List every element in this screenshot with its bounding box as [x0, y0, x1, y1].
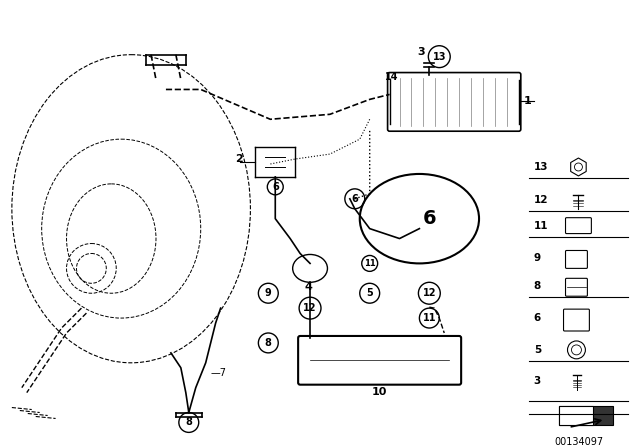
Text: 8: 8	[265, 338, 272, 348]
Text: 3: 3	[417, 47, 425, 56]
Text: 11: 11	[364, 259, 376, 268]
Text: 9: 9	[534, 254, 541, 263]
Text: 6: 6	[534, 313, 541, 323]
FancyBboxPatch shape	[559, 405, 593, 426]
FancyBboxPatch shape	[559, 405, 613, 426]
Text: 00134097: 00134097	[554, 437, 603, 448]
Text: 14: 14	[385, 72, 398, 82]
Text: 13: 13	[433, 52, 446, 62]
Text: 5: 5	[534, 345, 541, 355]
Text: 8: 8	[186, 418, 192, 427]
Text: 11: 11	[534, 220, 548, 231]
Text: 8: 8	[534, 281, 541, 291]
Text: 4: 4	[304, 282, 312, 292]
Text: 5: 5	[366, 288, 373, 298]
Text: 11: 11	[422, 313, 436, 323]
Text: 6: 6	[272, 182, 278, 192]
Text: 6: 6	[351, 194, 358, 204]
Text: 13: 13	[534, 162, 548, 172]
Text: —7: —7	[211, 368, 227, 378]
Text: 10: 10	[372, 387, 387, 396]
Text: 9: 9	[265, 288, 272, 298]
Text: 12: 12	[422, 288, 436, 298]
Text: 3: 3	[534, 376, 541, 386]
Text: 12: 12	[534, 195, 548, 205]
Text: 2: 2	[236, 154, 243, 164]
Text: 6: 6	[422, 209, 436, 228]
Text: 12: 12	[303, 303, 317, 313]
Text: 1: 1	[524, 96, 531, 106]
